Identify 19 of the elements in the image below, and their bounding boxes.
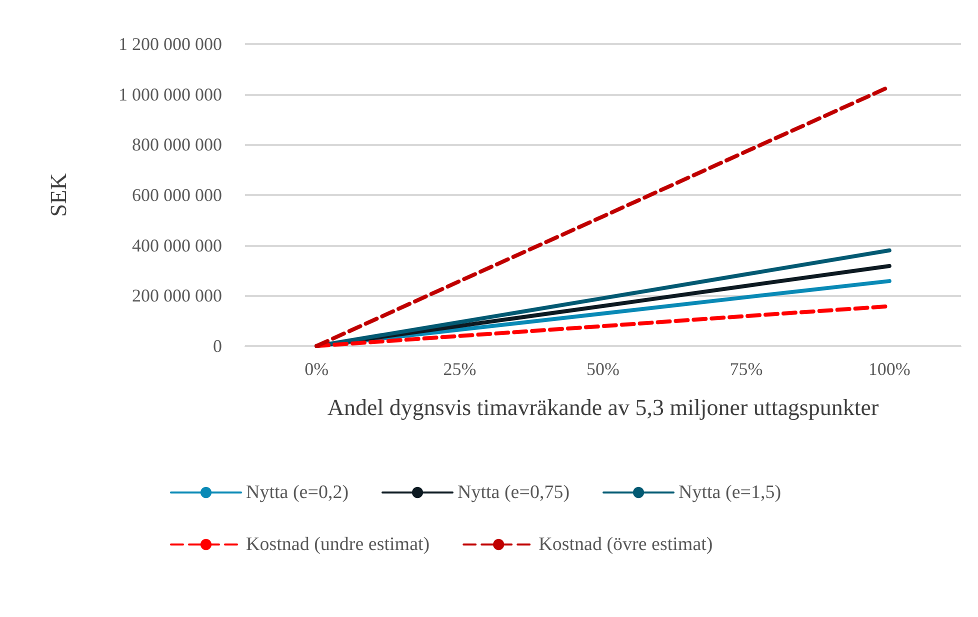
legend-label: Nytta (e=0,2)	[246, 482, 349, 503]
legend-label: Nytta (e=1,5)	[678, 482, 782, 503]
y-axis-title: SEK	[46, 172, 71, 217]
x-tick-label: 50%	[586, 359, 620, 379]
y-tick-label: 1 000 000 000	[118, 84, 222, 104]
y-tick-label: 600 000 000	[132, 185, 222, 205]
legend-label: Nytta (e=0,75)	[458, 482, 570, 503]
y-tick-label: 0	[213, 336, 222, 356]
x-axis-title: Andel dygnsvis timavräkande av 5,3 miljoner uttagspunkter	[327, 395, 879, 420]
x-tick-label: 75%	[730, 359, 763, 379]
x-tick-label: 100%	[868, 359, 910, 379]
y-tick-label: 400 000 000	[132, 235, 222, 256]
legend-label: Kostnad (undre estimat)	[246, 534, 430, 555]
y-tick-label: 1 200 000 000	[118, 34, 222, 54]
x-tick-label: 25%	[443, 359, 476, 379]
x-tick-label: 0%	[304, 359, 329, 379]
legend-label: Kostnad (övre estimat)	[538, 534, 713, 555]
y-tick-label: 800 000 000	[132, 134, 222, 155]
y-tick-label: 200 000 000	[132, 286, 222, 306]
